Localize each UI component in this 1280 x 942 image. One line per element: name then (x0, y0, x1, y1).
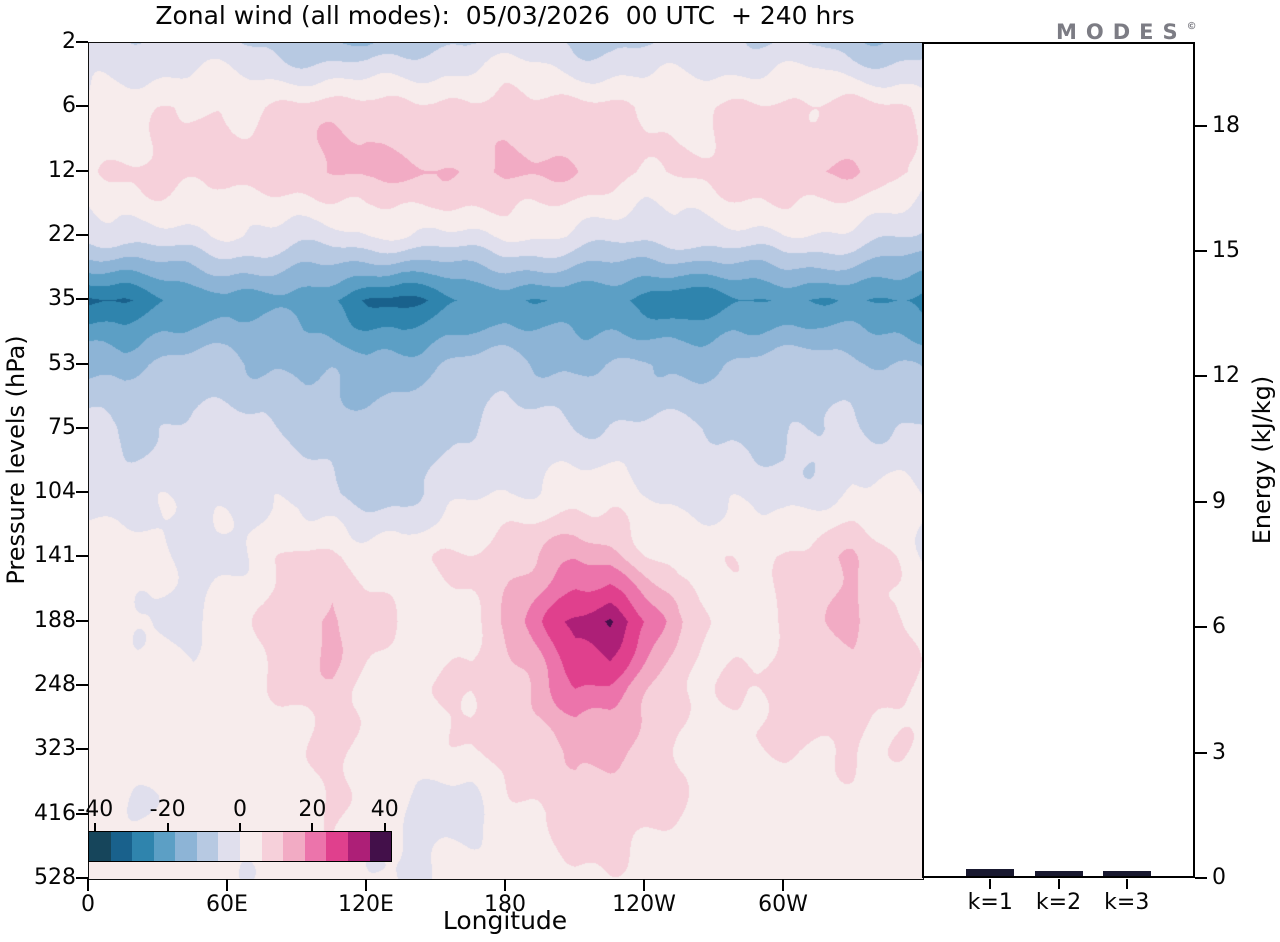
k-tick-label: k=2 (1035, 890, 1082, 915)
chart-title: Zonal wind (all modes): 05/03/2026 00 UT… (155, 1, 855, 30)
colorbar-segment (240, 832, 262, 861)
colorbar-segment (347, 832, 370, 861)
y-tick-label: 75 (48, 414, 76, 440)
x-tick-mark (504, 879, 506, 891)
colorbar-tick-mark (166, 823, 169, 831)
x-tick-mark (782, 879, 784, 891)
y-tick-mark (76, 877, 88, 879)
x-tick-label: 180 (484, 892, 526, 917)
y-tick-mark (76, 298, 88, 301)
energy-tick-mark (1195, 626, 1207, 629)
colorbar-tick-label: 40 (370, 797, 399, 822)
energy-tick-label: 15 (1212, 238, 1240, 263)
x-tick-label: 60W (758, 892, 808, 917)
energy-bar (1034, 870, 1083, 876)
x-tick-label: 120E (338, 892, 394, 917)
colorbar-tick-label: 0 (233, 797, 247, 822)
colorbar-segment (218, 832, 241, 861)
x-tick-mark (643, 879, 645, 891)
y-tick-mark (76, 233, 88, 236)
y-tick-label: 2 (62, 29, 76, 54)
energy-tick-label: 3 (1212, 739, 1226, 765)
colorbar-tick-mark (383, 823, 386, 831)
y-tick-mark (76, 619, 88, 622)
energy-tick-mark (1195, 751, 1207, 754)
colorbar-segment (304, 832, 327, 861)
energy-bar (966, 869, 1015, 876)
energy-tick-label: 18 (1212, 112, 1240, 138)
energy-tick-label: 0 (1212, 865, 1226, 890)
energy-tick-mark (1195, 250, 1207, 252)
y-tick-mark (76, 684, 88, 687)
energy-axis-label: Energy (kJ/kg) (1248, 375, 1276, 545)
y-tick-mark (76, 555, 88, 558)
y-tick-label: 104 (34, 479, 76, 505)
y-tick-label: 22 (48, 221, 76, 247)
x-tick-mark (87, 879, 89, 891)
colorbar-tick-mark (311, 823, 314, 831)
y-tick-label: 416 (34, 800, 76, 826)
colorbar (88, 831, 392, 862)
energy-tick-label: 6 (1212, 614, 1226, 640)
y-tick-mark (76, 105, 88, 108)
y-tick-label: 248 (34, 672, 76, 698)
energy-tick-mark (1195, 877, 1207, 879)
y-tick-mark (76, 169, 88, 172)
y-tick-label: 528 (34, 865, 76, 890)
contour-plot (88, 42, 924, 880)
y-tick-mark (76, 41, 88, 43)
energy-tick-mark (1195, 500, 1207, 503)
x-tick-label: 120W (612, 892, 676, 917)
y-tick-mark (76, 748, 88, 751)
y-tick-label: 53 (48, 350, 76, 376)
y-tick-label: 323 (34, 736, 76, 762)
energy-tick-mark (1195, 124, 1207, 127)
colorbar-tick-label: -20 (149, 797, 186, 822)
y-tick-label: 6 (62, 93, 76, 119)
colorbar-segment (89, 832, 111, 861)
colorbar-tick-mark (239, 823, 241, 831)
k-tick-mark (1125, 879, 1128, 889)
colorbar-segment (196, 832, 219, 861)
y-tick-label: 12 (48, 157, 76, 183)
colorbar-segment (369, 832, 392, 861)
y-tick-mark (76, 426, 88, 429)
y-tick-label: 35 (48, 286, 76, 312)
k-tick-label: k=3 (1104, 890, 1150, 915)
y-tick-mark (76, 362, 88, 365)
modes-logo: MODES© (1056, 20, 1197, 44)
colorbar-tick-label: 20 (298, 797, 327, 822)
colorbar-tick-mark (94, 823, 97, 831)
y-tick-label: 188 (34, 607, 76, 633)
y-tick-label: 141 (34, 543, 76, 569)
x-tick-mark (365, 879, 367, 891)
modes-logo-mark: © (1186, 21, 1197, 32)
k-tick-mark (989, 879, 992, 889)
colorbar-segment (175, 832, 197, 861)
colorbar-segment (132, 832, 154, 861)
energy-tick-label: 9 (1212, 488, 1226, 514)
k-tick-mark (1057, 879, 1060, 889)
k-tick-label: k=1 (967, 890, 1013, 915)
x-tick-label: 60E (206, 892, 248, 917)
colorbar-tick-label: -40 (77, 797, 114, 822)
y-tick-mark (76, 491, 88, 494)
colorbar-segment (326, 832, 348, 861)
colorbar-segment (283, 832, 305, 861)
energy-tick-label: 12 (1212, 363, 1240, 389)
x-axis-label: Longitude (442, 906, 568, 935)
x-tick-mark (226, 879, 228, 891)
colorbar-segment (261, 832, 284, 861)
colorbar-segment (110, 832, 133, 861)
x-tick-label: 0 (81, 892, 95, 917)
energy-panel (922, 42, 1195, 878)
colorbar-segment (153, 832, 176, 861)
energy-tick-mark (1195, 375, 1207, 378)
modes-logo-text: MODES (1056, 20, 1187, 44)
energy-bar (1102, 871, 1151, 876)
y-tick-mark (76, 812, 88, 815)
